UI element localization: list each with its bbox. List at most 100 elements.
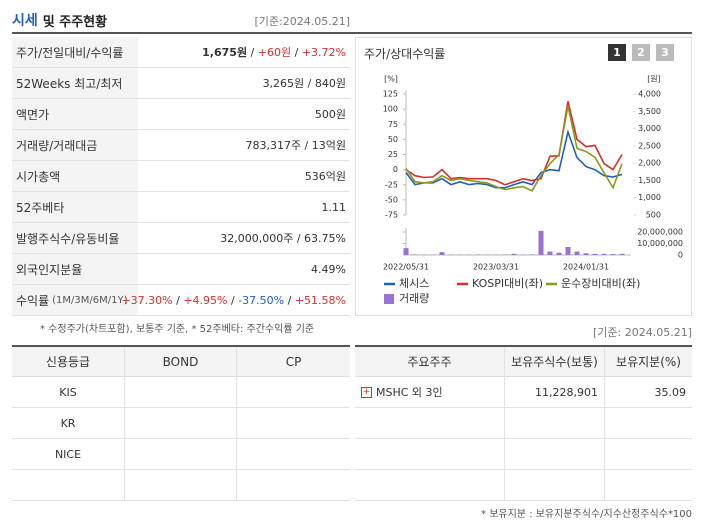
credit-cell xyxy=(12,470,125,501)
chart-tab[interactable]: 2 xyxy=(632,44,650,61)
quote-value-part: 32,000,000주 / 63.75% xyxy=(220,232,346,245)
holders-value: MSHC 외 3인 xyxy=(376,386,443,399)
chart: [%] [원] 125 100 75 50 25 0 -25 -50 -75 4,000 3,500 3,… xyxy=(383,75,683,306)
quote-label-text: 주가/전일대비/수익률 xyxy=(16,45,124,60)
x-tick-label: 2022/05/31 xyxy=(383,263,429,272)
volume-bar xyxy=(556,252,562,255)
holders-cell: + MSHC 외 3인 xyxy=(355,377,505,408)
holders-value: 11,228,901 xyxy=(535,385,598,399)
credit-cell xyxy=(237,377,350,408)
quote-label-text: 52주베타 xyxy=(16,200,65,215)
quote-value: 32,000,000주 / 63.75% xyxy=(138,223,350,254)
y-tick-label: -25 xyxy=(385,180,398,189)
quote-value-part: / xyxy=(172,293,184,307)
quote-value: 1,675원 / +60원 / +3.72% xyxy=(138,37,350,68)
quote-value: +37.30% / +4.95% / -37.50% / +51.58% xyxy=(121,285,350,316)
quote-value-part: 500원 xyxy=(314,108,346,121)
holders-header: 보유주식수(보통) xyxy=(505,347,605,377)
y2-tick-label: 500 xyxy=(646,211,661,220)
quote-label: 수익률 (1M/3M/6M/1Y) xyxy=(12,285,138,316)
holders-cell: 11,228,901 xyxy=(505,377,605,408)
quote-label-text: 52Weeks 최고/최저 xyxy=(16,76,123,91)
holders-top-line xyxy=(355,345,692,347)
volume-bar xyxy=(583,253,589,255)
y2-unit: [원] xyxy=(647,75,661,84)
credit-cell xyxy=(125,439,237,470)
credit-cell xyxy=(125,408,237,439)
quote-label-text: 발행주식수/유동비율 xyxy=(16,231,120,246)
quote-value-part: +37.30% xyxy=(121,293,173,307)
quote-value: 500원 xyxy=(138,99,350,130)
volume-bar xyxy=(592,253,598,255)
x-tick-label: 2024/01/31 xyxy=(563,263,609,272)
holders-cell xyxy=(505,408,605,439)
quote-label: 52주베타 xyxy=(12,192,138,223)
volume-bar xyxy=(439,252,445,255)
quote-value-part: -37.50% xyxy=(238,293,285,307)
legend-swatch xyxy=(384,294,394,304)
quote-value-part: / xyxy=(227,293,239,307)
header-date: [기준:2024.05.21] xyxy=(254,15,350,28)
y-tick-label: 75 xyxy=(388,120,398,129)
y-tick-label: 125 xyxy=(383,90,398,99)
legend-label: KOSPI대비(좌) xyxy=(472,277,543,290)
y-tick-label: 50 xyxy=(388,135,398,144)
y-tick-label: -75 xyxy=(385,211,398,220)
credit-cell: NICE xyxy=(12,439,125,470)
credit-cell xyxy=(237,470,350,501)
holders-header: 보유지분(%) xyxy=(605,347,692,377)
volume-bar xyxy=(403,248,409,255)
credit-cell: KIS xyxy=(12,377,125,408)
y-unit: [%] xyxy=(384,75,398,84)
volume-bar xyxy=(574,251,580,255)
volume-bar xyxy=(565,246,571,255)
header: 시세 및 주주현황 xyxy=(12,10,107,30)
y2-tick-label: 3,500 xyxy=(638,107,661,116)
volume-bar xyxy=(538,230,544,255)
legend-label: 체시스 xyxy=(399,277,429,290)
quote-value-part: +51.58% xyxy=(294,293,346,307)
quote-value-part: +3.72% xyxy=(301,45,346,59)
y2-tick-label: 4,000 xyxy=(638,90,661,99)
credit-cell xyxy=(125,470,237,501)
quote-label-text: 수익률 xyxy=(16,293,50,308)
chart-tab[interactable]: 3 xyxy=(656,44,674,61)
legend-label: 거래량 xyxy=(399,292,429,305)
quote-label: 52Weeks 최고/최저 xyxy=(12,68,138,99)
quote-value: 3,265원 / 840원 xyxy=(138,68,350,99)
expand-icon[interactable]: + xyxy=(361,386,372,398)
holders-cell xyxy=(605,439,692,470)
holders-cell xyxy=(355,439,505,470)
series-line xyxy=(405,129,623,189)
y2-tick-label: 2,000 xyxy=(638,159,661,168)
quote-value-part: +60원 xyxy=(257,46,292,59)
y-tick-label: -50 xyxy=(385,195,398,204)
holders-cell xyxy=(505,470,605,501)
volume-bar xyxy=(619,253,625,255)
volume-tick-label: 10,000,000 xyxy=(637,239,683,248)
quote-value: 783,317주 / 13억원 xyxy=(138,130,350,161)
quote-label: 거래량/거래대금 xyxy=(12,130,138,161)
quote-label-text: 거래량/거래대금 xyxy=(16,138,98,153)
quote-sublabel: (1M/3M/6M/1Y) xyxy=(52,294,128,306)
volume-bar xyxy=(610,254,616,255)
credit-cell xyxy=(237,408,350,439)
chart-tab[interactable]: 1 xyxy=(608,44,626,61)
quote-label: 액면가 xyxy=(12,99,138,130)
quote-value-part: / xyxy=(247,45,258,59)
credit-header: 신용등급 xyxy=(12,347,125,377)
credit-top-line xyxy=(12,345,350,347)
y-tick-label: 0 xyxy=(393,165,398,174)
y-tick-label: 100 xyxy=(383,105,398,114)
holders-cell xyxy=(605,408,692,439)
holders-cell xyxy=(355,408,505,439)
chart-title: 주가/상대수익률 xyxy=(364,47,446,61)
credit-header: BOND xyxy=(125,347,237,377)
quote-label: 외국인지분율 xyxy=(12,254,138,285)
quote-label: 발행주식수/유동비율 xyxy=(12,223,138,254)
holders-cell xyxy=(605,470,692,501)
credit-cell xyxy=(125,377,237,408)
quote-value-part: 536억원 xyxy=(304,170,346,183)
header-title: 시세 xyxy=(12,13,38,29)
